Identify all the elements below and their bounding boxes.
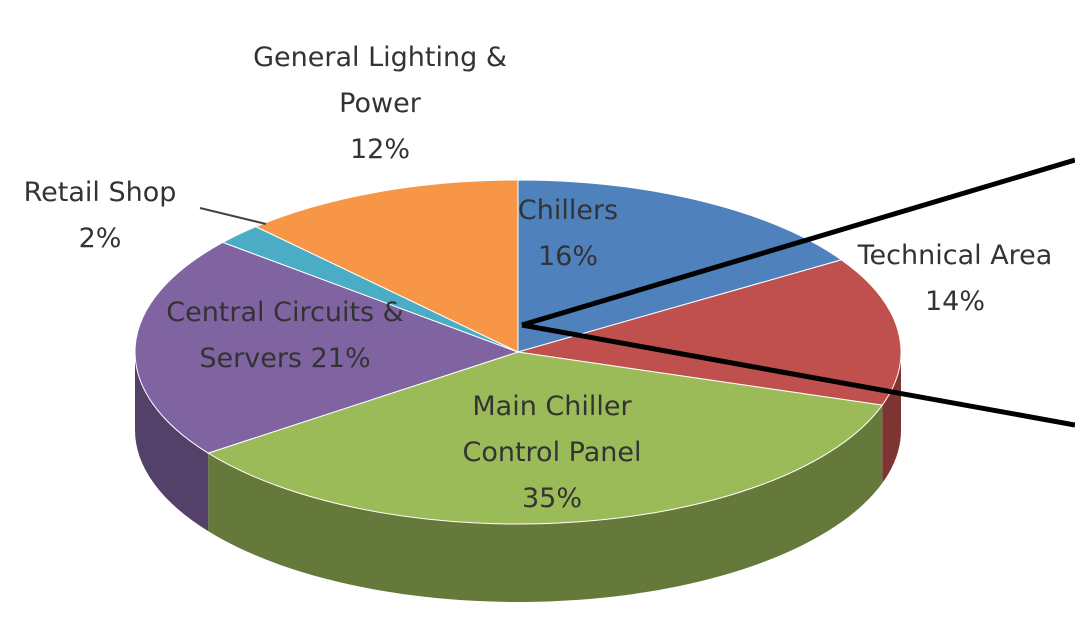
pie-slice: [517, 179, 843, 353]
value-label: 35%: [521, 483, 582, 514]
pie-slice: [206, 351, 884, 525]
slice-label: Technical Area 14%: [845, 233, 1065, 325]
value-label: 14%: [924, 286, 985, 317]
pie-side: [208, 405, 883, 602]
category-label: Chillers: [517, 195, 619, 226]
callout-line: [521, 157, 1075, 328]
slice-label: Retail Shop 2%: [15, 170, 185, 262]
category-label: Retail Shop: [23, 177, 177, 208]
pie-slice: [254, 179, 519, 353]
slice-label: General Lighting & Power 12%: [240, 35, 520, 173]
pie-sides: [135, 352, 901, 602]
value-label: 16%: [537, 241, 598, 272]
category-label: Technical Area: [857, 240, 1053, 271]
slice-label: Main Chiller Control Panel 35%: [422, 384, 682, 522]
pie-side: [882, 352, 901, 484]
pie-tops: [134, 179, 902, 525]
value-label: 12%: [349, 134, 410, 165]
category-label: General Lighting & Power: [253, 42, 507, 119]
category-label: Main Chiller Control Panel: [462, 391, 642, 468]
callout-line: [521, 322, 1075, 428]
value-label: 2%: [78, 223, 122, 254]
pie-side: [135, 352, 209, 532]
category-label: Central Circuits & Servers: [166, 297, 404, 374]
pie-slice: [134, 241, 520, 454]
slice-label: Central Circuits & Servers 21%: [160, 290, 410, 382]
slice-label: Chillers 16%: [488, 188, 648, 280]
value-label: 21%: [310, 343, 371, 374]
leader-line: [199, 207, 267, 225]
